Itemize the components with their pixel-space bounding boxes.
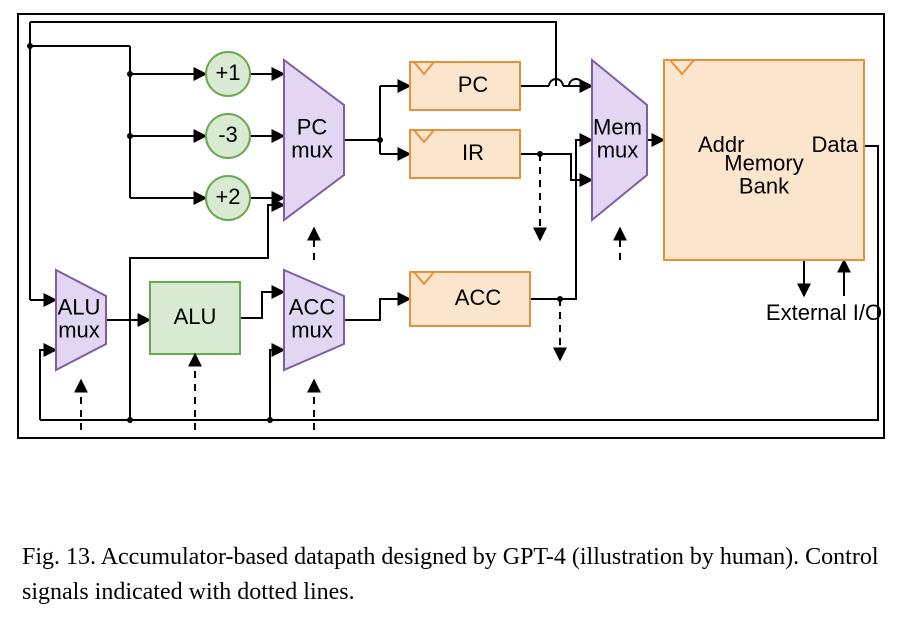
acc-mux-label: ACC (289, 294, 336, 319)
const-minus3-label: -3 (218, 122, 238, 147)
alu-mux-label: mux (58, 317, 100, 342)
acc-to-memmux (560, 140, 592, 299)
ir-to-memmux (540, 154, 592, 180)
accmux-to-acc (344, 299, 410, 320)
memory-data-label: Data (812, 132, 859, 157)
memory-title: Bank (739, 173, 790, 198)
pc-register-label: PC (458, 72, 489, 97)
external-io-label: External I/O (766, 300, 882, 325)
alu-mux-label: ALU (58, 294, 101, 319)
ir-register-label: IR (462, 140, 484, 165)
data-to-alumux (40, 350, 56, 420)
alu-label: ALU (174, 304, 217, 329)
acc-register-label: ACC (455, 285, 502, 310)
memory-title: Memory (724, 150, 803, 175)
data-to-accmux (270, 350, 284, 420)
alu-to-accmux (240, 292, 284, 318)
mem-mux-label: mux (597, 137, 639, 162)
const-plus1-label: +1 (215, 60, 240, 85)
figure-caption: Fig. 13. Accumulator-based datapath desi… (22, 540, 882, 610)
const-plus2-label: +2 (215, 184, 240, 209)
mem-mux-label: Mem (593, 114, 642, 139)
pc-mux-label: mux (291, 137, 333, 162)
datapath-diagram: PCmuxACCmuxALUmuxMemmuxALU+1-3+2PCIRACCA… (0, 0, 904, 520)
pc-mux-label: PC (297, 114, 328, 139)
acc-mux-label: mux (291, 317, 333, 342)
